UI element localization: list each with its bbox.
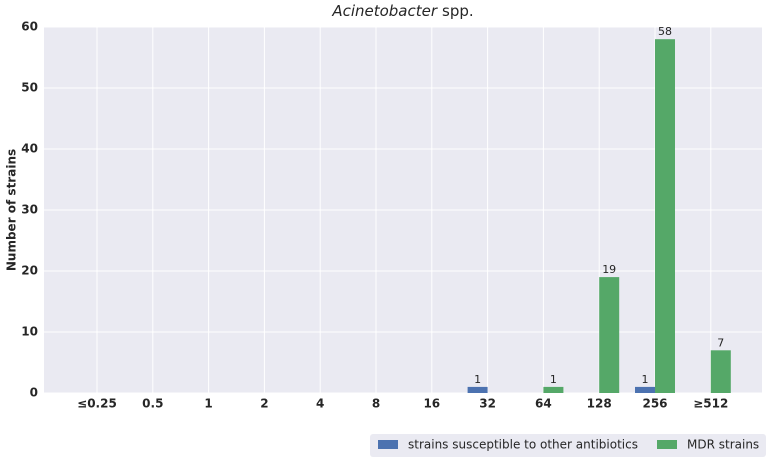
x-tick-label: ≥512 [693, 397, 728, 411]
value-label: 1 [474, 373, 481, 386]
y-tick-label: 0 [30, 386, 38, 400]
legend [370, 434, 766, 457]
bar [599, 277, 620, 393]
y-tick-label: 30 [21, 203, 38, 217]
bar [635, 386, 655, 393]
legend-label: MDR strains [687, 438, 759, 452]
bar [655, 39, 675, 393]
y-tick-label: 40 [21, 142, 38, 156]
y-tick-label: 20 [21, 264, 38, 278]
x-tick-label: 8 [372, 397, 380, 411]
x-tick-label: ≤0.25 [77, 397, 117, 411]
title-genus: Acinetobacter [331, 2, 438, 20]
bar [543, 386, 564, 393]
title-rest: spp. [442, 2, 474, 20]
y-tick-label: 10 [21, 325, 38, 339]
y-axis-label: Number of strains [5, 149, 19, 271]
x-tick-label: 0.5 [142, 397, 163, 411]
x-tick-label: 128 [587, 397, 612, 411]
bar [710, 350, 731, 393]
bar [467, 386, 488, 393]
legend-label: strains susceptible to other antibiotics [408, 438, 638, 452]
value-label: 1 [550, 373, 557, 386]
x-tick-label: 2 [260, 397, 268, 411]
x-tick-label: 1 [204, 397, 212, 411]
y-tick-label: 50 [21, 81, 38, 95]
x-tick-label: 4 [316, 397, 324, 411]
value-label: 19 [602, 263, 616, 276]
value-label: 7 [717, 336, 724, 349]
y-tick-label: 60 [21, 20, 38, 34]
x-tick-label: 32 [479, 397, 496, 411]
value-label: 1 [642, 373, 649, 386]
value-label: 58 [658, 25, 672, 38]
x-tick-label: 64 [535, 397, 552, 411]
legend-swatch [378, 440, 398, 449]
x-tick-label: 16 [423, 397, 440, 411]
x-tick-label: 256 [642, 397, 667, 411]
legend-swatch [657, 440, 677, 449]
chart-title: Acinetobacter spp. [331, 2, 473, 20]
